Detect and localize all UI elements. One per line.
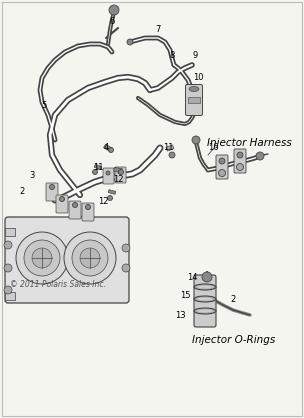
Circle shape (256, 152, 264, 160)
Text: 6: 6 (109, 18, 115, 26)
Circle shape (237, 163, 244, 171)
Text: © 2011 Polaris Sales Inc.: © 2011 Polaris Sales Inc. (10, 280, 106, 289)
Text: 11: 11 (163, 143, 173, 153)
Bar (188, 97, 200, 103)
Text: 10: 10 (193, 74, 203, 82)
Circle shape (202, 272, 212, 282)
Circle shape (80, 248, 100, 268)
Circle shape (64, 232, 116, 284)
Circle shape (92, 170, 98, 174)
Ellipse shape (197, 309, 213, 313)
Circle shape (122, 264, 130, 272)
FancyBboxPatch shape (115, 167, 126, 183)
FancyBboxPatch shape (5, 217, 129, 303)
FancyBboxPatch shape (69, 201, 81, 219)
FancyBboxPatch shape (46, 183, 58, 201)
Circle shape (192, 136, 200, 144)
FancyBboxPatch shape (194, 275, 216, 327)
Circle shape (237, 152, 243, 158)
Ellipse shape (189, 87, 199, 92)
Bar (94, 164, 102, 170)
Circle shape (72, 202, 78, 207)
Ellipse shape (194, 296, 216, 302)
Circle shape (119, 170, 123, 174)
Text: 2: 2 (19, 188, 25, 196)
Circle shape (4, 264, 12, 272)
FancyBboxPatch shape (234, 149, 246, 173)
Circle shape (118, 170, 122, 174)
Circle shape (219, 170, 226, 176)
Ellipse shape (194, 308, 216, 314)
Circle shape (109, 148, 113, 153)
Circle shape (24, 240, 60, 276)
Text: 11: 11 (93, 163, 103, 173)
Text: 14: 14 (187, 273, 197, 283)
Circle shape (127, 39, 133, 45)
Bar (5, 228, 15, 236)
FancyBboxPatch shape (103, 168, 114, 184)
Circle shape (122, 244, 130, 252)
Circle shape (4, 241, 12, 249)
Bar (108, 190, 116, 194)
Text: 7: 7 (155, 25, 161, 35)
FancyBboxPatch shape (185, 84, 202, 115)
Ellipse shape (197, 285, 213, 288)
Circle shape (85, 204, 91, 209)
Circle shape (60, 196, 64, 201)
Text: 8: 8 (169, 51, 175, 59)
Text: 5: 5 (41, 100, 47, 110)
Text: Injector O-Rings: Injector O-Rings (192, 335, 275, 345)
Text: Injector Harness: Injector Harness (207, 138, 292, 148)
Text: 3: 3 (29, 171, 35, 181)
Bar (5, 292, 15, 300)
Text: 2: 2 (230, 296, 236, 304)
Circle shape (32, 248, 52, 268)
Circle shape (219, 158, 225, 164)
Circle shape (109, 5, 119, 15)
Text: 15: 15 (180, 291, 190, 300)
Circle shape (4, 286, 12, 294)
Circle shape (108, 196, 112, 201)
FancyBboxPatch shape (216, 155, 228, 179)
Text: 9: 9 (192, 51, 198, 59)
Text: 4: 4 (103, 143, 109, 153)
Ellipse shape (197, 298, 213, 301)
FancyBboxPatch shape (82, 203, 94, 221)
Bar (104, 144, 112, 152)
Text: 12: 12 (113, 176, 123, 184)
Circle shape (169, 152, 175, 158)
Circle shape (106, 171, 110, 175)
Bar (166, 145, 174, 151)
Circle shape (16, 232, 68, 284)
Ellipse shape (194, 284, 216, 290)
Circle shape (72, 240, 108, 276)
Text: 12: 12 (98, 197, 108, 206)
Text: 13: 13 (175, 311, 185, 321)
Bar (114, 167, 122, 173)
FancyBboxPatch shape (56, 195, 68, 213)
Circle shape (50, 184, 54, 189)
Text: 16: 16 (208, 143, 218, 153)
